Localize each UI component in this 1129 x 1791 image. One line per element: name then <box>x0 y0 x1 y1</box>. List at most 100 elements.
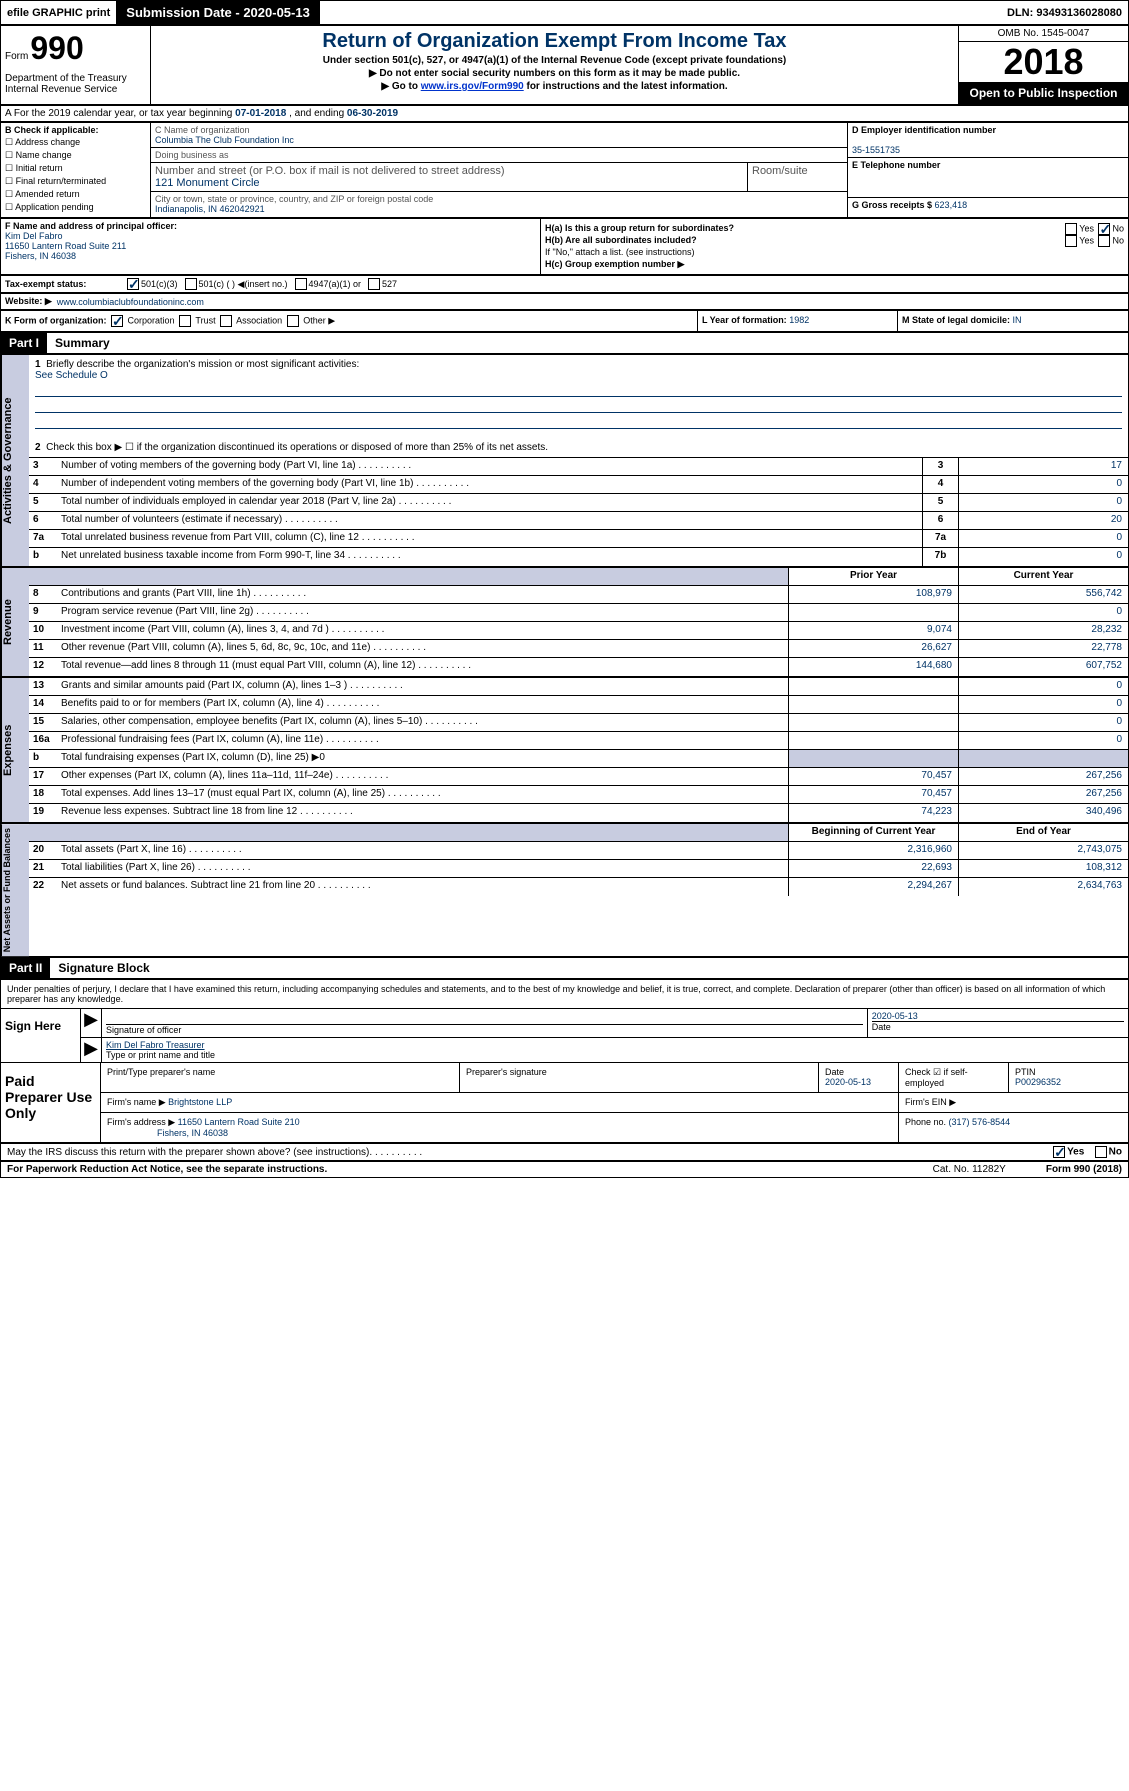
header-left: Form 990 Department of the Treasury Inte… <box>1 26 151 104</box>
side-netassets: Net Assets or Fund Balances <box>1 824 29 956</box>
table-row: 11Other revenue (Part VIII, column (A), … <box>29 640 1128 658</box>
check-address[interactable]: ☐ Address change <box>5 137 146 148</box>
hb-no[interactable] <box>1098 235 1110 247</box>
header-right: OMB No. 1545-0047 2018 Open to Public In… <box>958 26 1128 104</box>
check-pending[interactable]: ☐ Application pending <box>5 202 146 213</box>
section-m: M State of legal domicile: IN <box>898 311 1128 331</box>
check-527[interactable] <box>368 278 380 290</box>
table-row: 5Total number of individuals employed in… <box>29 494 1128 512</box>
k-assoc[interactable] <box>220 315 232 327</box>
section-f: F Name and address of principal officer:… <box>1 219 541 274</box>
sign-here: Sign Here <box>1 1009 81 1062</box>
paid-preparer: Paid Preparer Use Only <box>1 1063 101 1142</box>
netassets-section: Net Assets or Fund Balances Beginning of… <box>0 823 1129 957</box>
ein: 35-1551735 <box>852 145 900 155</box>
info-grid: B Check if applicable: ☐ Address change … <box>0 122 1129 218</box>
table-row: 14Benefits paid to or for members (Part … <box>29 696 1128 714</box>
table-row: 19Revenue less expenses. Subtract line 1… <box>29 804 1128 822</box>
k-trust[interactable] <box>179 315 191 327</box>
form-label: Form <box>5 51 28 62</box>
discuss-no[interactable] <box>1095 1146 1107 1158</box>
arrow-icon: ▶ <box>81 1038 101 1062</box>
section-a: A For the 2019 calendar year, or tax yea… <box>0 105 1129 122</box>
footer-cat: Cat. No. 11282Y <box>933 1164 1006 1175</box>
header-center: Return of Organization Exempt From Incom… <box>151 26 958 104</box>
table-row: 10Investment income (Part VIII, column (… <box>29 622 1128 640</box>
table-row: 21Total liabilities (Part X, line 26)22,… <box>29 860 1128 878</box>
check-name[interactable]: ☐ Name change <box>5 150 146 161</box>
table-row: 22Net assets or fund balances. Subtract … <box>29 878 1128 896</box>
hb-yes[interactable] <box>1065 235 1077 247</box>
dept: Department of the Treasury <box>5 73 146 84</box>
column-b: B Check if applicable: ☐ Address change … <box>1 123 151 217</box>
part2-label: Part II <box>1 958 50 978</box>
arrow-icon: ▶ <box>81 1009 101 1037</box>
discuss-yes[interactable] <box>1053 1146 1065 1158</box>
column-d: D Employer identification number 35-1551… <box>848 123 1128 217</box>
discuss-row: May the IRS discuss this return with the… <box>0 1143 1129 1161</box>
table-row: 15Salaries, other compensation, employee… <box>29 714 1128 732</box>
fgh-row: F Name and address of principal officer:… <box>0 218 1129 275</box>
table-row: 20Total assets (Part X, line 16)2,316,96… <box>29 842 1128 860</box>
footer-right: Form 990 (2018) <box>1046 1164 1122 1175</box>
section-l: L Year of formation: 1982 <box>698 311 898 331</box>
check-final[interactable]: ☐ Final return/terminated <box>5 176 146 187</box>
table-row: 3Number of voting members of the governi… <box>29 458 1128 476</box>
check-501c3[interactable] <box>127 278 139 290</box>
table-row: 6Total number of volunteers (estimate if… <box>29 512 1128 530</box>
column-c: C Name of organization Columbia The Club… <box>151 123 848 217</box>
k-other[interactable] <box>287 315 299 327</box>
check-501c[interactable] <box>185 278 197 290</box>
expenses-section: Expenses 13Grants and similar amounts pa… <box>0 677 1129 823</box>
form-number: 990 <box>30 30 83 67</box>
section-k: K Form of organization: Corporation Trus… <box>1 311 698 331</box>
table-row: 13Grants and similar amounts paid (Part … <box>29 678 1128 696</box>
signature-section: Under penalties of perjury, I declare th… <box>0 979 1129 1143</box>
part2-header-row: Part II Signature Block <box>0 957 1129 979</box>
part1-title: Summary <box>47 333 118 353</box>
part2-title: Signature Block <box>50 958 157 978</box>
table-row: 17Other expenses (Part IX, column (A), l… <box>29 768 1128 786</box>
city: Indianapolis, IN 462042921 <box>155 204 265 214</box>
website-url[interactable]: www.columbiaclubfoundationinc.com <box>57 297 204 307</box>
top-bar: efile GRAPHIC print Submission Date - 20… <box>0 0 1129 25</box>
section-h: H(a) Is this a group return for subordin… <box>541 219 1128 274</box>
part1-header-row: Part I Summary <box>0 332 1129 354</box>
part1-label: Part I <box>1 333 47 353</box>
tax-year: 2018 <box>959 42 1128 82</box>
mission-text: See Schedule O <box>35 370 108 381</box>
table-row: 8Contributions and grants (Part VIII, li… <box>29 586 1128 604</box>
dln: DLN: 93493136028080 <box>1001 5 1128 21</box>
side-governance: Activities & Governance <box>1 355 29 566</box>
klm-row: K Form of organization: Corporation Trus… <box>0 310 1129 332</box>
form-header: Form 990 Department of the Treasury Inte… <box>0 25 1129 105</box>
irs-link[interactable]: www.irs.gov/Form990 <box>421 81 524 92</box>
irs: Internal Revenue Service <box>5 84 146 95</box>
side-revenue: Revenue <box>1 568 29 676</box>
check-4947[interactable] <box>295 278 307 290</box>
ha-yes[interactable] <box>1065 223 1077 235</box>
table-row: 9Program service revenue (Part VIII, lin… <box>29 604 1128 622</box>
efile-label[interactable]: efile GRAPHIC print <box>1 5 116 21</box>
table-row: bNet unrelated business taxable income f… <box>29 548 1128 566</box>
perjury-text: Under penalties of perjury, I declare th… <box>1 980 1128 1008</box>
subtitle-3: ▶ Go to www.irs.gov/Form990 for instruct… <box>155 81 954 92</box>
table-row: bTotal fundraising expenses (Part IX, co… <box>29 750 1128 768</box>
subtitle-1: Under section 501(c), 527, or 4947(a)(1)… <box>155 55 954 66</box>
street: 121 Monument Circle <box>155 177 260 189</box>
org-name: Columbia The Club Foundation Inc <box>155 135 294 145</box>
subtitle-2: ▶ Do not enter social security numbers o… <box>155 68 954 79</box>
table-row: 12Total revenue—add lines 8 through 11 (… <box>29 658 1128 676</box>
tax-status-row: Tax-exempt status: 501(c)(3) 501(c) ( ) … <box>0 275 1129 293</box>
table-row: 16aProfessional fundraising fees (Part I… <box>29 732 1128 750</box>
submission-button[interactable]: Submission Date - 2020-05-13 <box>116 1 320 24</box>
ha-no[interactable] <box>1098 223 1110 235</box>
revenue-section: Revenue Prior Year Current Year 8Contrib… <box>0 567 1129 677</box>
open-public: Open to Public Inspection <box>959 82 1128 104</box>
footer: For Paperwork Reduction Act Notice, see … <box>0 1161 1129 1178</box>
check-amended[interactable]: ☐ Amended return <box>5 189 146 200</box>
omb: OMB No. 1545-0047 <box>959 26 1128 42</box>
check-initial[interactable]: ☐ Initial return <box>5 163 146 174</box>
k-corp[interactable] <box>111 315 123 327</box>
side-expenses: Expenses <box>1 678 29 822</box>
